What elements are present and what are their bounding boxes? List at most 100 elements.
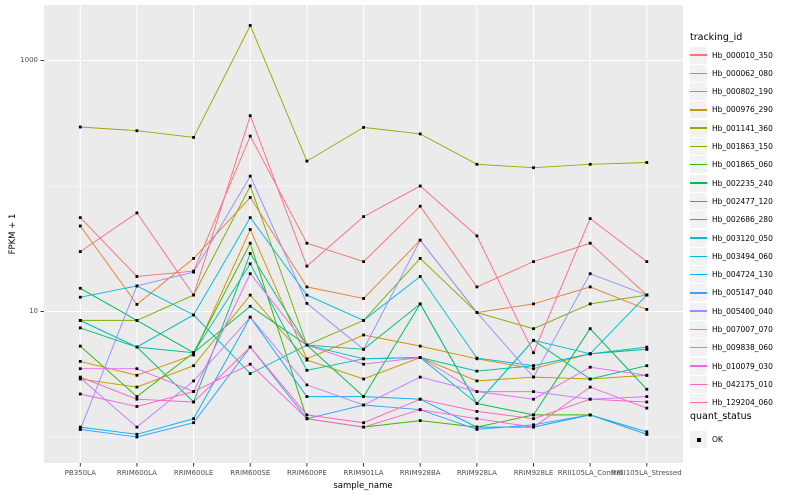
data-point (192, 313, 195, 317)
data-point (135, 345, 139, 349)
data-point (645, 345, 649, 349)
data-point (588, 327, 592, 331)
legend-key (690, 431, 707, 448)
data-point (78, 367, 82, 371)
data-point (645, 432, 649, 436)
data-point (305, 241, 309, 245)
legend-key (690, 229, 707, 247)
data-point (78, 392, 82, 396)
data-point (588, 377, 592, 381)
data-point (362, 425, 365, 429)
data-point (588, 162, 592, 166)
data-point (248, 362, 252, 366)
data-point (135, 395, 139, 398)
data-point (78, 428, 82, 431)
data-point (362, 403, 365, 407)
data-point (532, 260, 535, 263)
legend-item-label: Hb_003494_060 (712, 251, 773, 261)
data-point (532, 375, 535, 379)
data-point (78, 286, 82, 290)
data-point (418, 238, 422, 242)
y-axis-title: FPKM + 1 (8, 213, 18, 255)
data-point (192, 257, 195, 260)
data-point (135, 303, 139, 306)
legend-item-label: Hb_000010_350 (712, 50, 773, 60)
data-point (588, 352, 592, 356)
data-point (645, 406, 649, 410)
data-point (532, 367, 535, 371)
data-point (248, 114, 252, 118)
data-point (645, 347, 649, 351)
data-point (305, 368, 309, 372)
data-point (78, 344, 82, 348)
data-point (532, 397, 535, 401)
x-tick-label: RRIM901LA (343, 469, 384, 477)
legend-line-swatch-icon (690, 109, 707, 111)
data-point (192, 136, 195, 139)
legend-title-quant-status: quant_status (690, 411, 752, 422)
legend-item-label: Hb_009838_060 (712, 343, 773, 353)
legend-item-label: Hb_000062_080 (712, 68, 773, 78)
data-point (532, 417, 535, 421)
data-point (135, 405, 139, 408)
data-point (362, 215, 365, 218)
data-point (475, 162, 479, 166)
data-point (135, 435, 139, 439)
data-point (192, 364, 195, 368)
data-point (645, 293, 649, 297)
legend-key (690, 174, 707, 192)
x-tick-label: RRIM600LA (116, 469, 157, 477)
data-point (78, 326, 82, 330)
data-point (475, 234, 479, 238)
legend-line-swatch-icon (690, 182, 707, 184)
data-point (475, 425, 479, 429)
legend-item-label: Hb_002477_120 (712, 196, 773, 206)
legend-key (690, 64, 707, 82)
data-point (588, 385, 592, 389)
data-point (135, 319, 139, 322)
legend-key (690, 266, 707, 284)
x-tick-label: RRII105LA_Control (557, 469, 623, 477)
data-point (418, 257, 422, 260)
data-point (532, 423, 535, 427)
data-point (135, 211, 139, 215)
data-point (248, 252, 252, 255)
data-point (248, 345, 252, 349)
legend-item-label: Hb_004724_130 (712, 270, 773, 280)
data-point (248, 262, 252, 266)
x-axis-title: sample_name (333, 481, 393, 491)
data-point (305, 343, 309, 347)
data-point (362, 395, 365, 398)
data-point (78, 216, 82, 219)
legend-line-swatch-icon (690, 310, 707, 312)
data-point (135, 432, 139, 436)
legend-item-label: Hb_001863_150 (712, 142, 773, 151)
data-point (248, 24, 252, 27)
data-point (135, 385, 139, 389)
data-point (475, 410, 479, 413)
legend-item-label: Hb_010079_030 (712, 361, 773, 371)
data-point (532, 166, 535, 170)
legend-key (690, 302, 707, 320)
data-point (645, 161, 649, 164)
legend-key (690, 83, 707, 101)
data-point (588, 285, 592, 289)
data-point (305, 417, 309, 421)
legend-key (690, 284, 707, 302)
data-point (192, 417, 195, 421)
legend-key (690, 321, 707, 338)
data-point (532, 302, 535, 306)
data-point (192, 351, 195, 355)
data-point (135, 397, 139, 401)
data-point (362, 260, 365, 263)
legend-line-swatch-icon (690, 90, 707, 93)
data-point (362, 126, 365, 129)
x-tick-label: RRII105LA_Stressed (611, 469, 682, 477)
x-tick-label: RRIM600SE (230, 469, 271, 477)
data-point (78, 250, 82, 253)
data-point (78, 224, 82, 228)
data-point (78, 360, 82, 363)
data-point (248, 315, 252, 319)
data-point (362, 377, 365, 381)
data-point (588, 413, 592, 417)
